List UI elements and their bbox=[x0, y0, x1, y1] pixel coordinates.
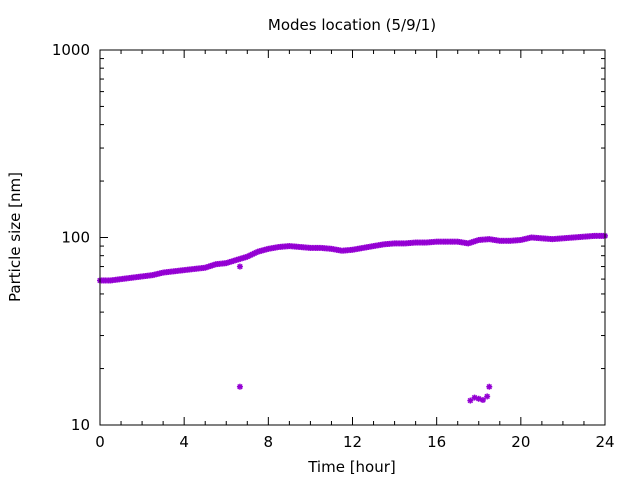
x-tick-label: 0 bbox=[95, 433, 105, 451]
x-tick-label: 4 bbox=[179, 433, 189, 451]
x-axis-label: Time [hour] bbox=[307, 458, 396, 476]
chart-title: Modes location (5/9/1) bbox=[268, 16, 436, 34]
plot-frame bbox=[99, 49, 606, 426]
data-point bbox=[479, 396, 486, 403]
data-points bbox=[97, 232, 608, 404]
data-point bbox=[486, 383, 493, 390]
data-point bbox=[236, 383, 243, 390]
axis-ticks: 0 4 8 12 16 20 24 10 100 1000 bbox=[52, 41, 615, 451]
data-point bbox=[467, 397, 474, 404]
data-point bbox=[236, 263, 243, 270]
y-tick-label: 100 bbox=[61, 229, 90, 247]
x-tick-label: 20 bbox=[511, 433, 530, 451]
y-tick-label: 1000 bbox=[52, 41, 90, 59]
x-tick-label: 8 bbox=[264, 433, 274, 451]
y-tick-label: 10 bbox=[71, 416, 90, 434]
x-tick-label: 16 bbox=[427, 433, 446, 451]
data-point bbox=[484, 393, 491, 400]
x-tick-label: 24 bbox=[595, 433, 614, 451]
x-tick-label: 12 bbox=[343, 433, 362, 451]
y-axis-label: Particle size [nm] bbox=[6, 172, 24, 302]
